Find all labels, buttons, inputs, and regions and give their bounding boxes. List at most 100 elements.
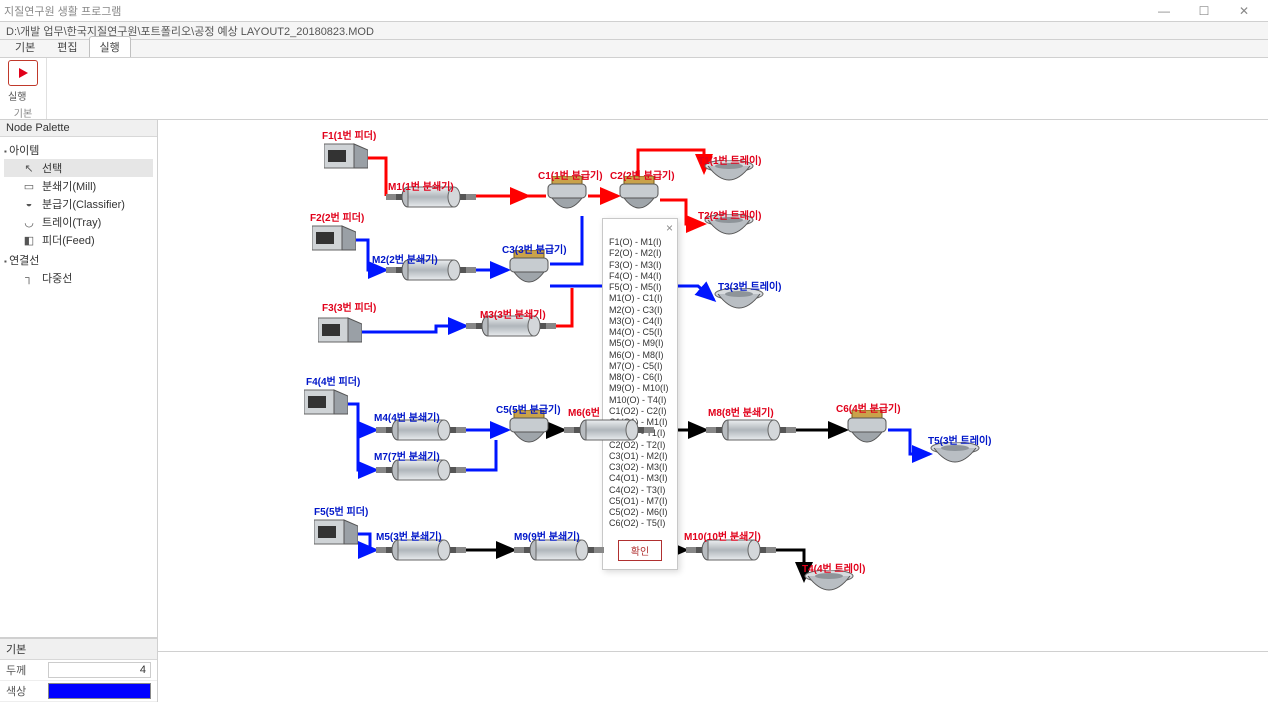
node-label: M1(1번 분쇄기) [388, 178, 454, 193]
node-label: F1(1번 피더) [322, 127, 376, 142]
diagram-edge[interactable] [368, 158, 386, 196]
properties-panel: 기본 두께 4 색상 [0, 637, 157, 702]
popup-connection-item: C6(O2) - T5(I) [609, 518, 671, 529]
node-classifier[interactable] [508, 410, 550, 450]
palette-group-items[interactable]: 아이템 [4, 141, 153, 159]
popup-close-button[interactable]: × [666, 221, 673, 235]
node-label: T2(2번 트레이) [698, 207, 761, 222]
palette-group-connections[interactable]: 연결선 [4, 251, 153, 269]
diagram-edge[interactable] [466, 440, 496, 470]
node-label: T1(1번 트레이) [698, 152, 761, 167]
popup-connection-item: M3(O) - C4(I) [609, 316, 671, 327]
diagram-edge[interactable] [888, 430, 930, 454]
popup-ok-button[interactable]: 확인 [618, 540, 662, 561]
node-label: M9(9번 분쇄기) [514, 528, 580, 543]
window-close-button[interactable]: ✕ [1224, 1, 1264, 21]
properties-header: 기본 [0, 638, 157, 660]
bottom-output-pane [158, 652, 1268, 702]
mill-icon: ▭ [22, 180, 36, 192]
palette-item-mill[interactable]: ▭ 분쇄기(Mill) [4, 177, 153, 195]
run-button[interactable] [8, 60, 38, 86]
ribbon-group-label: 기본 [14, 105, 32, 120]
thickness-input[interactable]: 4 [48, 662, 151, 678]
popup-connection-item: C4(O2) - T3(I) [609, 485, 671, 496]
popup-connection-item: M6(O) - M8(I) [609, 350, 671, 361]
popup-connection-item: F2(O) - M2(I) [609, 248, 671, 259]
node-label: F3(3번 피더) [322, 299, 376, 314]
popup-connection-item: M1(O) - C1(I) [609, 293, 671, 304]
node-label: M2(2번 분쇄기) [372, 251, 438, 266]
diagram-edge[interactable] [556, 288, 572, 326]
palette-item-feed[interactable]: ◧ 피더(Feed) [4, 231, 153, 249]
palette-item-label: 분쇄기(Mill) [42, 178, 96, 194]
property-row-color: 색상 [0, 681, 157, 702]
node-feeder[interactable] [324, 138, 368, 174]
tab-run[interactable]: 실행 [89, 36, 131, 57]
node-label: M10(10번 분쇄기) [684, 528, 761, 543]
node-classifier[interactable] [846, 410, 888, 450]
diagram-edge[interactable] [348, 404, 376, 430]
popup-connection-item: C3(O1) - M2(I) [609, 451, 671, 462]
node-label: C1(1번 분급기) [538, 167, 603, 182]
diagram-edge[interactable] [358, 534, 376, 550]
property-label: 두께 [6, 662, 48, 678]
node-feeder[interactable] [304, 384, 348, 420]
diagram-edge[interactable] [362, 326, 466, 332]
popup-connection-item: C5(O1) - M7(I) [609, 496, 671, 507]
tray-icon: ◡ [22, 216, 36, 228]
main-tab-strip: 기본 편집 실행 [0, 40, 1268, 58]
color-swatch[interactable] [48, 683, 151, 699]
node-mill[interactable] [564, 418, 654, 442]
node-label: M5(3번 분쇄기) [376, 528, 442, 543]
palette-item-tray[interactable]: ◡ 트레이(Tray) [4, 213, 153, 231]
popup-connection-item: C4(O1) - M3(I) [609, 473, 671, 484]
popup-connection-item: M5(O) - M9(I) [609, 338, 671, 349]
node-label: M3(3번 분쇄기) [480, 306, 546, 321]
property-label: 색상 [6, 683, 48, 699]
document-path-bar: D:\개발 업무\한국지질연구원\포트폴리오\공정 예상 LAYOUT2_201… [0, 22, 1268, 40]
palette-item-classifier[interactable]: ◒ 분급기(Classifier) [4, 195, 153, 213]
property-row-thickness: 두께 4 [0, 660, 157, 681]
popup-connection-list: F1(O) - M1(I)F2(O) - M2(I)F3(O) - M3(I)F… [603, 219, 677, 536]
left-sidebar: Node Palette 아이템 ↖ 선택 ▭ 분쇄기(Mill) ◒ 분급기(… [0, 120, 158, 702]
tab-basic[interactable]: 기본 [4, 36, 46, 57]
feed-icon: ◧ [22, 234, 36, 246]
window-minimize-button[interactable]: — [1144, 1, 1184, 21]
node-classifier[interactable] [546, 176, 588, 216]
palette-item-select[interactable]: ↖ 선택 [4, 159, 153, 177]
popup-connection-item: F5(O) - M5(I) [609, 282, 671, 293]
window-title: 지질연구원 생활 프로그램 [4, 3, 121, 19]
popup-connection-item: F4(O) - M4(I) [609, 271, 671, 282]
ribbon-group-basic: 실행 기본 [0, 58, 47, 119]
node-classifier[interactable] [618, 176, 660, 216]
node-feeder[interactable] [312, 220, 356, 256]
node-classifier[interactable] [508, 250, 550, 290]
run-button-label: 실행 [8, 88, 38, 103]
palette-item-label: 선택 [42, 160, 62, 176]
popup-connection-item: F3(O) - M3(I) [609, 260, 671, 271]
node-mill[interactable] [706, 418, 796, 442]
window-maximize-button[interactable]: ☐ [1184, 1, 1224, 21]
node-label: C5(5번 분급기) [496, 401, 561, 416]
popup-connection-item: M8(O) - C6(I) [609, 372, 671, 383]
tab-edit[interactable]: 편집 [46, 36, 88, 57]
node-label: F2(2번 피더) [310, 209, 364, 224]
polyline-icon: ┐ [22, 272, 36, 284]
node-label: C3(3번 분급기) [502, 241, 567, 256]
node-label: C6(4번 분급기) [836, 400, 901, 415]
diagram-edge[interactable] [550, 216, 582, 264]
palette-item-label: 피더(Feed) [42, 232, 95, 248]
palette-item-polyline[interactable]: ┐ 다중선 [4, 269, 153, 287]
node-label: M6(6번 [568, 404, 600, 419]
popup-connection-item: C1(O2) - C2(I) [609, 406, 671, 417]
popup-connection-item: C5(O2) - M6(I) [609, 507, 671, 518]
node-feeder[interactable] [314, 514, 358, 550]
node-label: T5(3번 트레이) [928, 432, 991, 447]
diagram-canvas[interactable]: × F1(O) - M1(I)F2(O) - M2(I)F3(O) - M3(I… [158, 120, 1268, 652]
popup-connection-item: M7(O) - C5(I) [609, 361, 671, 372]
popup-connection-item: C3(O2) - M3(I) [609, 462, 671, 473]
diagram-edge[interactable] [776, 550, 804, 580]
window-titlebar: 지질연구원 생활 프로그램 — ☐ ✕ [0, 0, 1268, 22]
node-feeder[interactable] [318, 312, 362, 348]
node-label: M7(7번 분쇄기) [374, 448, 440, 463]
